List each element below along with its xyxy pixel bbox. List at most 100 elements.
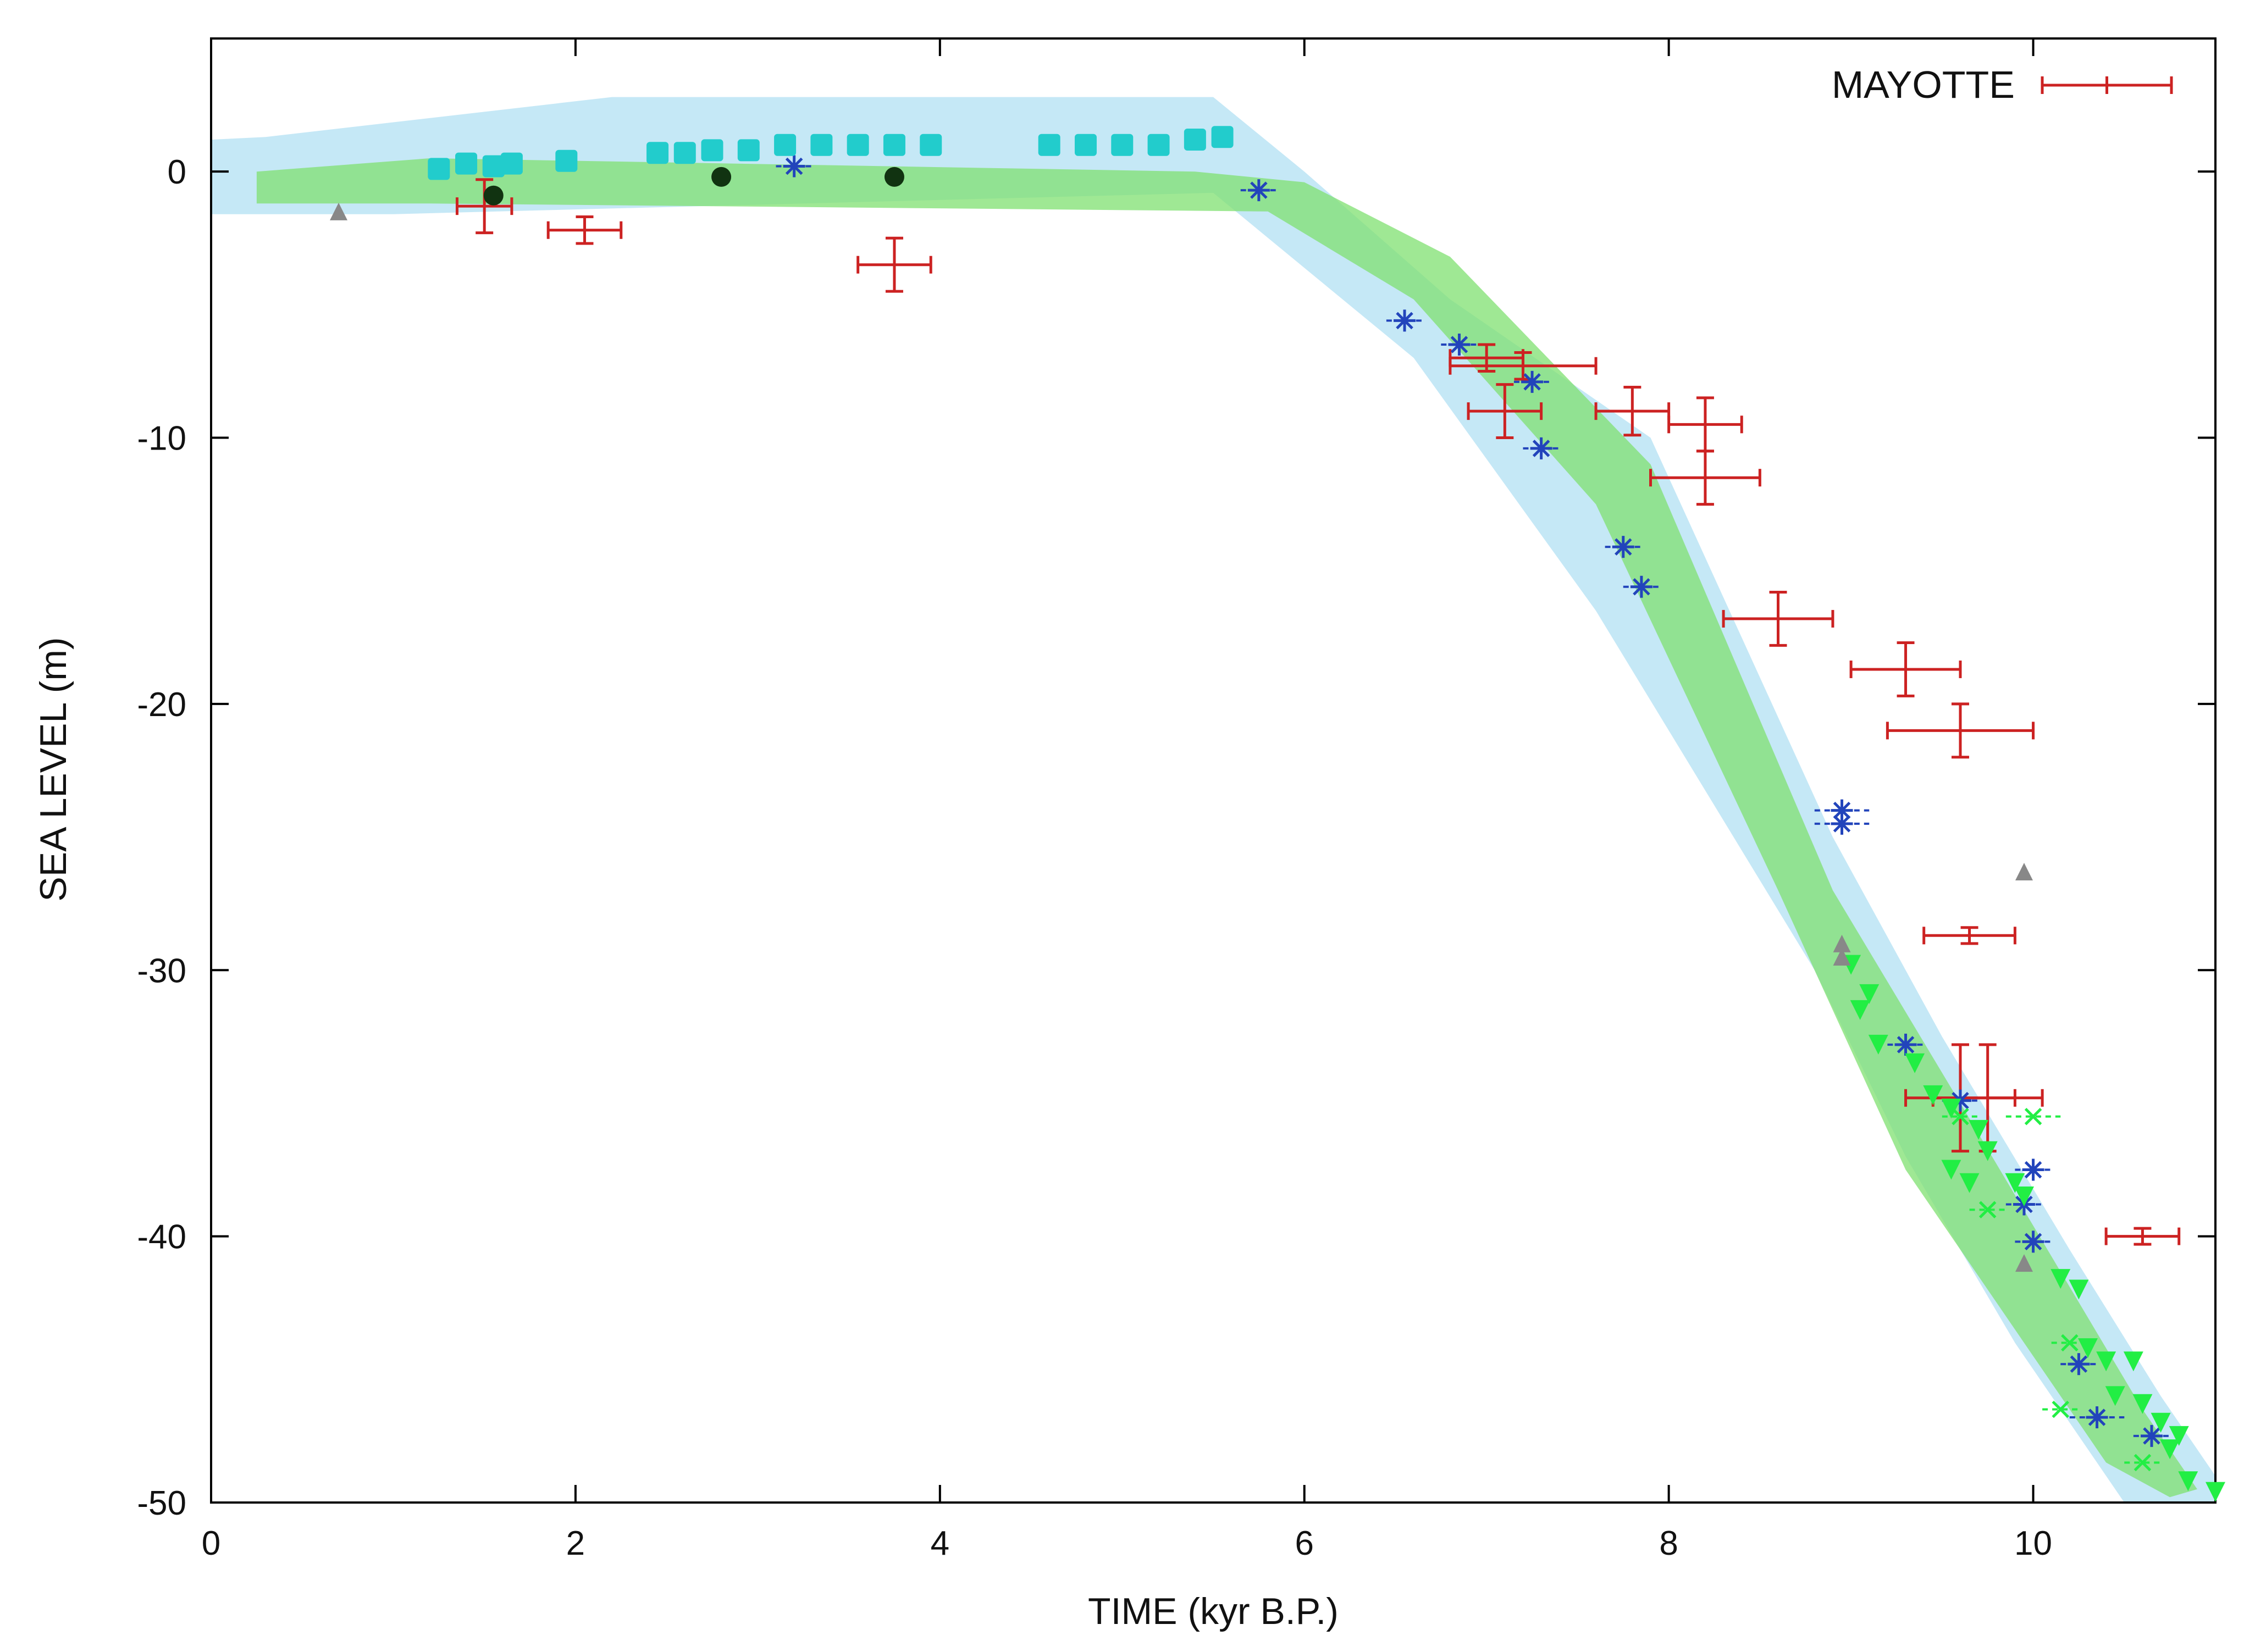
gray-triangle-3 (2015, 863, 2033, 881)
asterisk-point-11 (1949, 1089, 1971, 1112)
asterisk-point-2 (1394, 309, 1416, 332)
y-tick-label-0: 0 (168, 153, 186, 191)
series-gray-triangles (330, 202, 2033, 1272)
cyan-square-8 (737, 139, 760, 162)
plot-frame (210, 37, 2217, 1504)
green-triangle-24 (2206, 1482, 2225, 1502)
green-triangle-21 (2169, 1426, 2189, 1446)
green-triangle-16 (2096, 1351, 2116, 1372)
cyan-square-7 (701, 139, 723, 162)
y-tick-label--40: -40 (137, 1218, 186, 1256)
green-triangle-2 (1850, 1000, 1870, 1020)
green-triangle-23 (2178, 1471, 2198, 1492)
cyan-square-5 (646, 142, 669, 164)
green-cross-0 (1952, 1107, 1969, 1126)
asterisk-point-7 (1630, 575, 1652, 598)
green-triangle-7 (1969, 1119, 1989, 1140)
series-green-triangles (1841, 955, 2225, 1502)
green-triangle-5 (1923, 1085, 1943, 1105)
asterisk-point-17 (2140, 1424, 2163, 1447)
green-cross-1 (2024, 1107, 2042, 1126)
series-cyan-squares (428, 126, 1234, 180)
x-tick-label-2: 2 (566, 1525, 585, 1562)
green-triangle-22 (2160, 1439, 2180, 1460)
green-cross-3 (2061, 1334, 2079, 1352)
axis-ticks: 0 2 4 6 8 10 0 -10 -20 -30 -40 -50 (137, 38, 2215, 1562)
cyan-square-1 (455, 152, 478, 175)
asterisk-point-10 (1894, 1033, 1917, 1056)
gray-triangle-4 (2015, 1254, 2033, 1272)
data-marks (330, 126, 2225, 1502)
cyan-square-16 (1111, 134, 1134, 156)
y-tick-label--50: -50 (137, 1484, 186, 1522)
asterisk-point-0 (783, 155, 805, 178)
x-tick-label-6: 6 (1295, 1525, 1313, 1562)
black-dot-0 (483, 185, 504, 206)
green-triangle-14 (2069, 1279, 2089, 1300)
cyan-square-14 (1038, 134, 1060, 156)
green-triangle-13 (2050, 1269, 2071, 1289)
x-tick-label-4: 4 (931, 1525, 949, 1562)
green-triangle-9 (1941, 1160, 1961, 1180)
legend-sample-mayotte (2041, 76, 2173, 94)
green-triangle-6 (1941, 1099, 1961, 1119)
green-cross-4 (2052, 1400, 2070, 1418)
cyan-square-19 (1211, 126, 1234, 148)
cyan-square-15 (1074, 134, 1097, 156)
band-green (256, 158, 2197, 1498)
legend: MAYOTTE (1832, 63, 2173, 106)
y-axis-title: SEA LEVEL (m) (32, 637, 74, 901)
green-triangle-3 (1868, 1034, 1888, 1055)
green-triangle-19 (2132, 1394, 2153, 1414)
band-light-blue (211, 97, 2215, 1503)
green-cross-2 (1978, 1201, 1997, 1218)
series-green-crosses (1942, 1107, 2161, 1472)
gray-triangle-1 (1833, 934, 1851, 952)
green-triangle-4 (1905, 1053, 1925, 1073)
black-dot-2 (884, 167, 904, 187)
x-axis-title: TIME (kyr B.P.) (1088, 1590, 1339, 1632)
y-tick-label--10: -10 (137, 420, 186, 458)
asterisk-point-14 (2022, 1230, 2044, 1253)
asterisk-point-9 (1831, 812, 1853, 835)
asterisk-point-8 (1831, 799, 1853, 822)
x-tick-label-10: 10 (2014, 1525, 2052, 1562)
cyan-square-4 (555, 149, 578, 172)
envelope-bands (211, 97, 2215, 1503)
cyan-square-10 (810, 134, 833, 156)
gray-triangle-0 (330, 202, 348, 220)
asterisk-point-3 (1448, 334, 1471, 356)
x-tick-label-0: 0 (202, 1525, 220, 1562)
asterisk-point-16 (2086, 1406, 2108, 1428)
series-black-dots (483, 167, 904, 206)
cyan-square-17 (1147, 134, 1170, 156)
asterisk-point-6 (1612, 536, 1634, 558)
green-triangle-1 (1859, 984, 1880, 1004)
cyan-square-13 (920, 134, 942, 156)
asterisk-point-1 (1247, 179, 1270, 202)
green-triangle-18 (2105, 1386, 2125, 1406)
cyan-square-2 (482, 155, 505, 178)
green-triangle-12 (2014, 1186, 2034, 1206)
green-cross-5 (2134, 1454, 2152, 1472)
cyan-square-12 (883, 134, 905, 156)
gray-triangle-2 (1833, 948, 1851, 966)
green-triangle-11 (2005, 1173, 2025, 1193)
x-tick-label-8: 8 (1659, 1525, 1678, 1562)
asterisk-point-12 (2022, 1158, 2044, 1181)
cyan-square-18 (1184, 129, 1206, 151)
green-triangle-8 (1977, 1141, 1998, 1161)
series-mayotte (455, 178, 2181, 1246)
black-dot-1 (711, 167, 732, 187)
green-triangle-20 (2151, 1412, 2171, 1433)
cyan-square-11 (847, 134, 869, 156)
y-tick-label--30: -30 (137, 952, 186, 990)
cyan-square-3 (500, 152, 523, 175)
asterisk-point-4 (1521, 370, 1544, 393)
cyan-square-0 (428, 158, 450, 180)
y-tick-label--20: -20 (137, 686, 186, 724)
cyan-square-9 (774, 134, 797, 156)
green-triangle-10 (1959, 1173, 1980, 1193)
green-triangle-17 (2123, 1351, 2143, 1372)
